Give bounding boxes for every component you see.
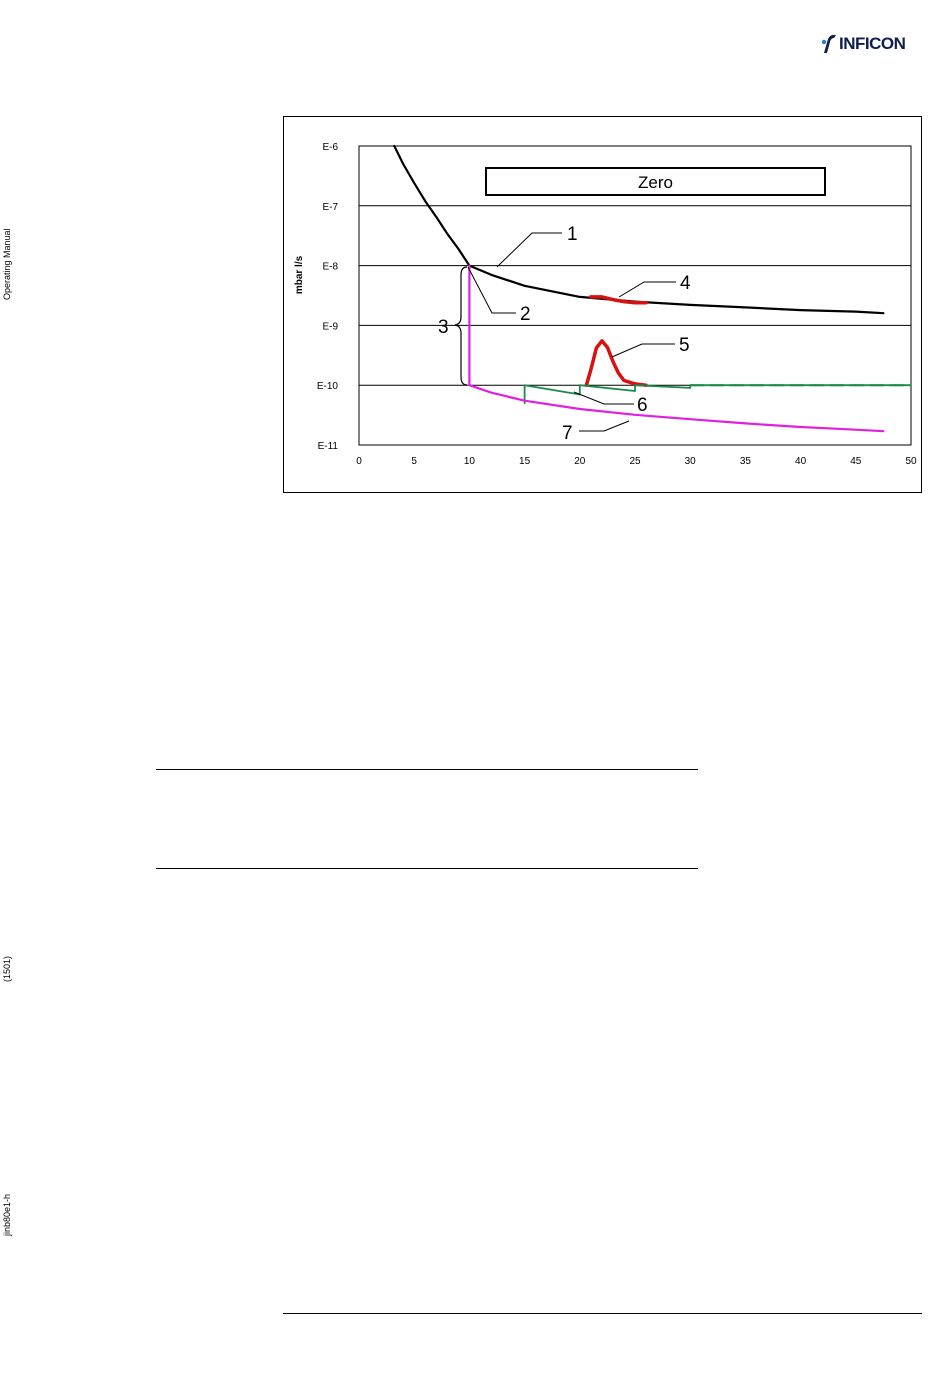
series-line-4 [589,295,648,305]
inficon-logo: INFICON [820,33,930,55]
y-tick-label: E-8 [322,262,338,273]
x-tick-label: 0 [356,456,362,467]
y-tick-label: E-11 [318,441,339,452]
brand-name: INFICON [839,34,906,53]
callout-leader-2 [467,266,516,314]
x-tick-label: 25 [629,456,641,467]
x-tick-label: 35 [740,456,752,467]
series-line-6 [523,384,912,405]
sidebar-doc-id: jinb80e1-h [2,1193,12,1236]
callout-number-4: 4 [680,273,691,294]
y-tick-label: E-10 [317,381,339,392]
callout-number-7: 7 [562,423,573,444]
callout-number-2: 2 [520,304,531,325]
y-tick-label: E-9 [322,321,338,332]
series-line-7 [468,264,885,433]
x-tick-label: 10 [464,456,476,467]
callout-leader-1 [496,232,562,268]
series-line-5 [584,339,648,387]
callout-leader-5 [611,343,675,358]
y-tick-label: E-6 [322,142,338,153]
x-tick-label: 45 [850,456,862,467]
divider-bottom [156,868,698,869]
x-tick-label: 30 [685,456,697,467]
callout-leader-6 [573,391,634,405]
footer-rule [283,1313,922,1314]
callout-number-5: 5 [679,335,690,356]
sidebar-code: (1501) [2,955,12,982]
zero-box [485,167,826,196]
x-tick-label: 50 [905,456,917,467]
callout-leader-4 [618,281,676,298]
sidebar-operating-manual: Operating Manual [2,228,12,300]
leak-rate-chart: E-6E-7E-8E-9E-10E-110 5 10 15 20 25 30 35 40 45 50… [294,142,917,467]
y-tick-label: E-7 [322,202,338,213]
y-axis-label: mbar l/s [294,255,305,294]
zero-label: Zero [638,173,673,192]
inficon-logo-icon [821,34,836,53]
callout-number-6: 6 [637,395,648,416]
leak-rate-figure: E-6 E-7 E-8 E-9 E-10 E-11 0 5 10 15 20 25 30 35 40 45 50… [283,116,922,493]
callout-number-1: 1 [567,224,578,245]
series-line-1 [393,144,885,315]
callout-leader-7 [579,420,630,432]
x-tick-label: 40 [795,456,807,467]
divider-top [156,769,698,770]
callout-number-3: 3 [438,317,449,338]
x-tick-label: 15 [519,456,531,467]
x-tick-label: 20 [574,456,586,467]
callout-brace-3 [454,266,468,386]
x-tick-label: 5 [411,456,417,467]
